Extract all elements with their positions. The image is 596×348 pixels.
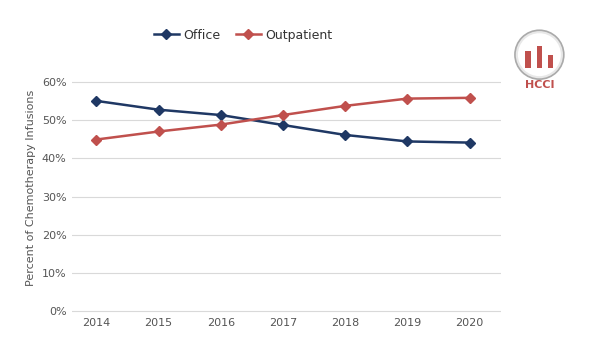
Circle shape [518,33,561,76]
Circle shape [515,30,564,79]
FancyBboxPatch shape [536,46,542,68]
Office [155,108,162,112]
FancyBboxPatch shape [526,51,531,68]
Outpatient [342,104,349,108]
Text: HCCI: HCCI [524,80,554,90]
Office [403,139,411,143]
Office [93,99,100,103]
Legend: Office, Outpatient: Office, Outpatient [148,24,338,47]
Y-axis label: Percent of Chemotherapy Infusions: Percent of Chemotherapy Infusions [26,90,36,286]
Office [342,133,349,137]
Outpatient [155,129,162,134]
Office [280,123,287,127]
Office [466,141,473,145]
Office [217,113,224,117]
Line: Outpatient: Outpatient [93,94,473,143]
Outpatient [403,96,411,101]
Line: Office: Office [93,97,473,146]
Outpatient [93,137,100,142]
Outpatient [217,122,224,127]
Outpatient [280,113,287,117]
Outpatient [466,96,473,100]
FancyBboxPatch shape [548,55,553,68]
